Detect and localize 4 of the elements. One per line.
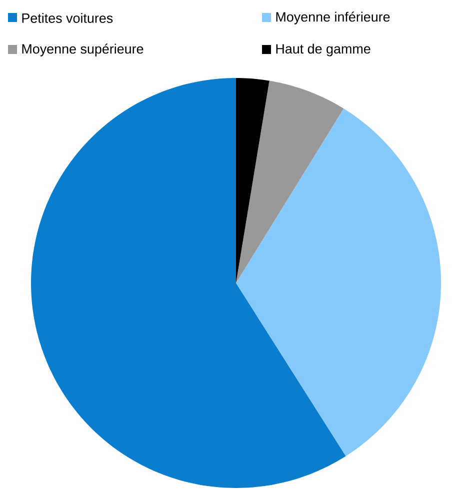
legend-label: Moyenne inférieure bbox=[276, 12, 390, 24]
legend-label: Haut de gamme bbox=[276, 44, 370, 56]
legend-label: Moyenne supérieure bbox=[22, 44, 144, 56]
legend-label: Petites voitures bbox=[22, 13, 113, 23]
